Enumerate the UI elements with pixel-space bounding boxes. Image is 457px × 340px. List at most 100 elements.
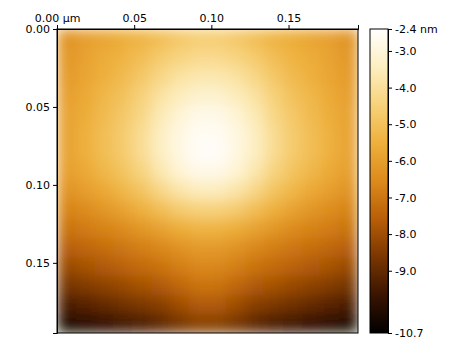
heatmap-cell [113, 295, 132, 315]
tick-mark [53, 107, 57, 108]
tick-label: 0.15 [26, 257, 51, 270]
heatmap-cell [283, 200, 302, 220]
heatmap-cell [339, 143, 358, 163]
tick-label: 0.00 [26, 23, 51, 36]
heatmap-cell [132, 181, 151, 201]
heatmap-cell [113, 257, 132, 277]
heatmap-cell [76, 67, 95, 87]
heatmap-cell [57, 238, 76, 258]
heatmap-cell [189, 86, 208, 106]
heatmap-cell [132, 143, 151, 163]
heatmap-cell [189, 295, 208, 315]
heatmap-cell [57, 105, 76, 125]
heatmap-cell [264, 48, 283, 68]
heatmap-cell [76, 86, 95, 106]
plot-area [57, 29, 358, 333]
heatmap-cell [132, 276, 151, 296]
heatmap-cell [95, 219, 114, 239]
heatmap-cell [57, 29, 76, 49]
heatmap-cell [132, 162, 151, 182]
tick: -8.0 [388, 228, 416, 241]
heatmap-cell [302, 105, 321, 125]
heatmap-cell [132, 314, 151, 333]
heatmap-cell [245, 238, 264, 258]
heatmap-cell [283, 48, 302, 68]
heatmap-cell [113, 48, 132, 68]
heatmap-cell [95, 124, 114, 144]
heatmap-cell [226, 143, 245, 163]
tick-mark [388, 333, 392, 334]
axis-line [58, 25, 359, 30]
heatmap-cell [76, 314, 95, 333]
heatmap-cell [283, 105, 302, 125]
tick-label: -9.0 [395, 265, 416, 278]
heatmap-cell [302, 29, 321, 49]
heatmap-cell [226, 219, 245, 239]
heatmap-cell [245, 143, 264, 163]
heatmap-cell [95, 181, 114, 201]
heatmap-cell [151, 105, 170, 125]
heatmap-cell [76, 143, 95, 163]
heatmap-cell [95, 86, 114, 106]
heatmap-cell [302, 295, 321, 315]
tick-label: -4.0 [395, 82, 416, 95]
tick: -7.0 [388, 192, 416, 205]
heatmap-cell [339, 238, 358, 258]
heatmap-cell [226, 86, 245, 106]
heatmap-cell [339, 200, 358, 220]
tick-mark [388, 88, 392, 89]
heatmap-cell [57, 124, 76, 144]
heatmap-cell [302, 67, 321, 87]
heatmap-cell [320, 162, 339, 182]
heatmap-cell [302, 276, 321, 296]
heatmap-cell [339, 124, 358, 144]
tick: -10.7 [388, 327, 423, 340]
heatmap-cell [339, 257, 358, 277]
heatmap-cell [95, 143, 114, 163]
heatmap-cell [189, 105, 208, 125]
heatmap-cell [245, 181, 264, 201]
heatmap-cell [264, 181, 283, 201]
heatmap-cell [208, 162, 227, 182]
heatmap-cell [320, 143, 339, 163]
heatmap-cell [245, 48, 264, 68]
heatmap-cell [208, 67, 227, 87]
heatmap-cell [245, 29, 264, 49]
color-bar-axis: -2.4 nm-3.0-4.0-5.0-6.0-7.0-8.0-9.0-10.7 [388, 23, 438, 340]
heatmap-cell [320, 295, 339, 315]
heatmap-cell [320, 238, 339, 258]
heatmap-cell [264, 67, 283, 87]
heatmap-cell [339, 162, 358, 182]
heatmap-cell [302, 238, 321, 258]
heatmap-cell [170, 105, 189, 125]
heatmap-cell [189, 200, 208, 220]
heatmap-cell [132, 257, 151, 277]
tick-mark [388, 29, 392, 30]
heatmap-cell [113, 219, 132, 239]
heatmap-cell [113, 276, 132, 296]
heatmap-cell [245, 124, 264, 144]
tick: 0.10 [26, 179, 58, 192]
heatmap-cell [226, 124, 245, 144]
heatmap-cell [151, 276, 170, 296]
heatmap-cell [113, 67, 132, 87]
heatmap-cell [151, 238, 170, 258]
tick-label: -6.0 [395, 155, 416, 168]
heatmap-cell [151, 295, 170, 315]
heatmap-cell [339, 219, 358, 239]
tick-mark [388, 124, 392, 125]
heatmap-cell [132, 86, 151, 106]
heatmap-cell [57, 162, 76, 182]
tick-label: -2.4 nm [395, 23, 438, 36]
tick-label: 0.05 [26, 101, 51, 114]
heatmap-cell [302, 86, 321, 106]
heatmap-cell [283, 295, 302, 315]
heatmap-cell [170, 219, 189, 239]
heatmap-cell [57, 48, 76, 68]
heatmap-cell [132, 105, 151, 125]
heatmap-cell [226, 181, 245, 201]
heatmap-cell [264, 105, 283, 125]
heatmap-cell [245, 314, 264, 333]
heatmap-cell [76, 295, 95, 315]
heatmap-cell [302, 48, 321, 68]
